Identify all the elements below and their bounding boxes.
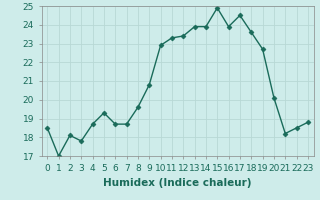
X-axis label: Humidex (Indice chaleur): Humidex (Indice chaleur): [103, 178, 252, 188]
